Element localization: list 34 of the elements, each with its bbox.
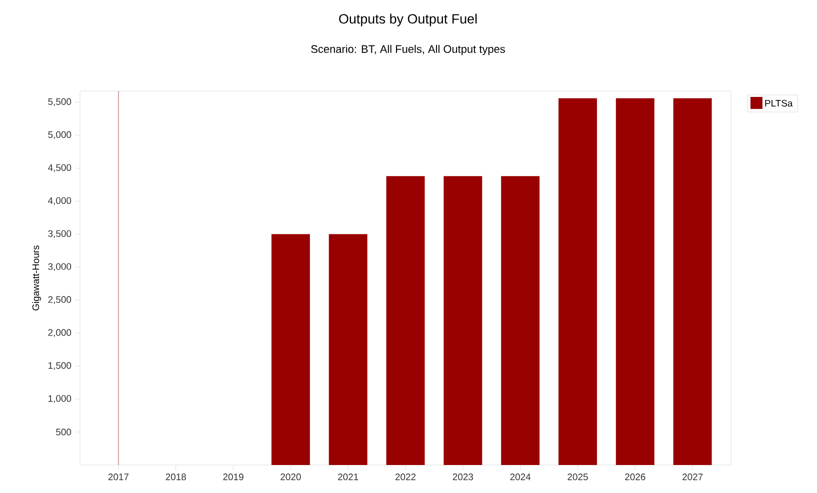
legend-label: PLTSa (765, 100, 793, 107)
chart-title: Outputs by Output Fuel (339, 14, 477, 26)
bar (501, 176, 540, 465)
y-tick-label: 3,000 (48, 263, 72, 272)
x-tick-label: 2018 (166, 474, 186, 480)
x-tick-label: 2024 (510, 474, 531, 480)
y-tick-label: 4,500 (48, 164, 72, 172)
x-tick-label: 2027 (682, 474, 703, 480)
chart-subtitle: Scenario: BT, All Fuels, All Output types (311, 44, 505, 56)
x-tick-label: 2020 (280, 474, 301, 480)
y-tick-label: 2,500 (48, 296, 72, 304)
x-tick-label: 2023 (452, 474, 474, 480)
bar (328, 234, 368, 465)
y-tick-label: 500 (56, 428, 72, 436)
y-tick-label: 5,000 (48, 131, 72, 140)
y-axis-title: Gigawatt-Hours (32, 245, 41, 310)
bar (616, 98, 654, 465)
y-tick-label: 3,500 (48, 230, 72, 238)
bar (558, 98, 597, 465)
x-tick-label: 2017 (108, 474, 129, 480)
x-tick-label: 2022 (395, 474, 416, 480)
y-tick-label: 5,500 (48, 98, 72, 106)
x-tick-label: 2026 (625, 474, 646, 480)
x-tick-label: 2019 (223, 474, 244, 480)
y-tick-label: 4,000 (48, 197, 72, 206)
y-tick-label: 2,000 (48, 329, 72, 337)
x-tick-label: 2025 (568, 474, 588, 480)
bar (444, 176, 482, 465)
y-tick-label: 1,000 (48, 395, 72, 403)
x-tick-label: 2021 (338, 474, 358, 480)
bar (673, 98, 712, 465)
bar (271, 234, 310, 465)
y-tick-label: 1,500 (48, 362, 72, 370)
bar (386, 176, 425, 465)
